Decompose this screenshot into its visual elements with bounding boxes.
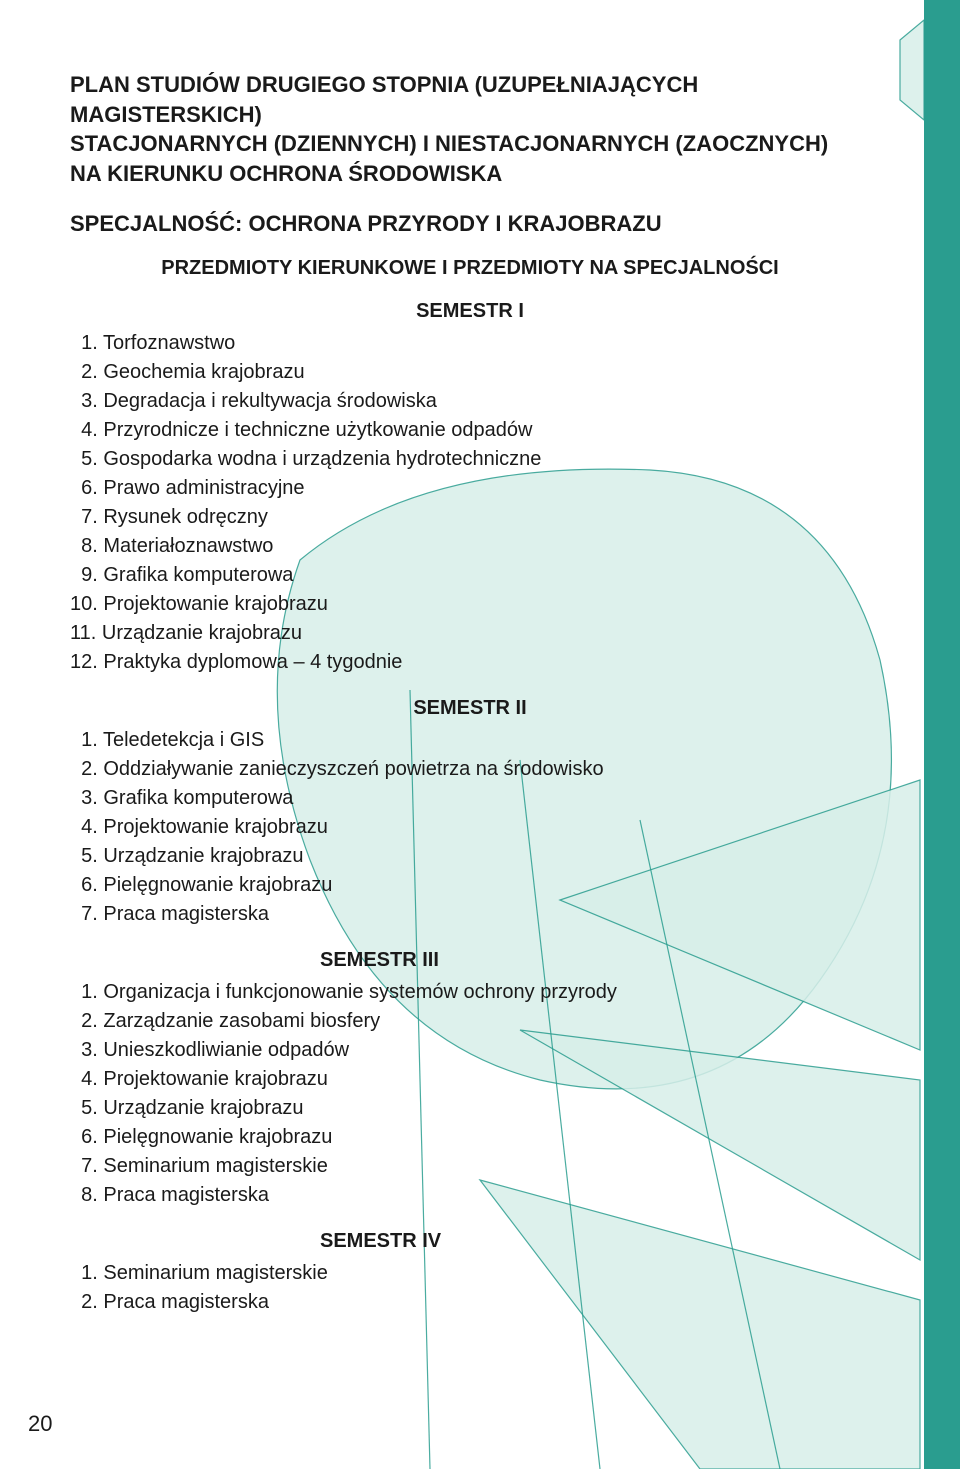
list-item: 7. Seminarium magisterskie	[70, 1152, 870, 1181]
list-item: 2. Praca magisterska	[70, 1288, 870, 1317]
semester-list: 1. Teledetekcja i GIS 2. Oddziaływanie z…	[70, 726, 870, 929]
semesters-container: SEMESTR I 1. Torfoznawstwo 2. Geochemia …	[70, 300, 870, 1317]
list-item: 3. Grafika komputerowa	[70, 784, 870, 813]
list-item: 1. Seminarium magisterskie	[70, 1259, 870, 1288]
list-item: 2. Oddziaływanie zanieczyszczeń powietrz…	[70, 755, 870, 784]
semester-list: 1. Seminarium magisterskie 2. Praca magi…	[70, 1259, 870, 1317]
semester-heading: SEMESTR IV	[70, 1230, 870, 1253]
list-item: 5. Urządzanie krajobrazu	[70, 1094, 870, 1123]
list-item: 3. Unieszkodliwianie odpadów	[70, 1036, 870, 1065]
list-item: 6. Pielęgnowanie krajobrazu	[70, 1123, 870, 1152]
specialization-line: SPECJALNOŚĆ: OCHRONA PRZYRODY I KRAJOBRA…	[70, 211, 870, 237]
page-title: PLAN STUDIÓW DRUGIEGO STOPNIA (UZUPEŁNIA…	[70, 70, 870, 189]
list-item: 4. Przyrodnicze i techniczne użytkowanie…	[70, 416, 870, 445]
page-number: 20	[28, 1411, 52, 1437]
list-item: 7. Rysunek odręczny	[70, 503, 870, 532]
list-item: 5. Urządzanie krajobrazu	[70, 842, 870, 871]
semester-list: 1. Torfoznawstwo 2. Geochemia krajobrazu…	[70, 329, 870, 677]
list-item: 10. Projektowanie krajobrazu	[70, 590, 870, 619]
list-item: 3. Degradacja i rekultywacja środowiska	[70, 387, 870, 416]
list-item: 6. Prawo administracyjne	[70, 474, 870, 503]
list-item: 2. Zarządzanie zasobami biosfery	[70, 1007, 870, 1036]
list-item: 12. Praktyka dyplomowa – 4 tygodnie	[70, 648, 870, 677]
list-item: 11. Urządzanie krajobrazu	[70, 619, 870, 648]
semester-list: 1. Organizacja i funkcjonowanie systemów…	[70, 978, 870, 1210]
list-item: 8. Praca magisterska	[70, 1181, 870, 1210]
list-item: 5. Gospodarka wodna i urządzenia hydrote…	[70, 445, 870, 474]
semester-heading: SEMESTR I	[70, 300, 870, 323]
page-content: PLAN STUDIÓW DRUGIEGO STOPNIA (UZUPEŁNIA…	[0, 0, 960, 1357]
list-item: 1. Teledetekcja i GIS	[70, 726, 870, 755]
list-item: 6. Pielęgnowanie krajobrazu	[70, 871, 870, 900]
semester-heading: SEMESTR II	[70, 697, 870, 720]
list-item: 2. Geochemia krajobrazu	[70, 358, 870, 387]
list-item: 7. Praca magisterska	[70, 900, 870, 929]
list-item: 9. Grafika komputerowa	[70, 561, 870, 590]
list-item: 4. Projektowanie krajobrazu	[70, 1065, 870, 1094]
list-item: 8. Materiałoznawstwo	[70, 532, 870, 561]
semester-heading: SEMESTR III	[70, 949, 870, 972]
title-line-3: NA KIERUNKU OCHRONA ŚRODOWISKA	[70, 159, 870, 189]
list-item: 4. Projektowanie krajobrazu	[70, 813, 870, 842]
section-heading: PRZEDMIOTY KIERUNKOWE I PRZEDMIOTY NA SP…	[70, 257, 870, 280]
title-line-1: PLAN STUDIÓW DRUGIEGO STOPNIA (UZUPEŁNIA…	[70, 70, 870, 129]
list-item: 1. Torfoznawstwo	[70, 329, 870, 358]
title-line-2: STACJONARNYCH (DZIENNYCH) I NIESTACJONAR…	[70, 129, 870, 159]
list-item: 1. Organizacja i funkcjonowanie systemów…	[70, 978, 870, 1007]
